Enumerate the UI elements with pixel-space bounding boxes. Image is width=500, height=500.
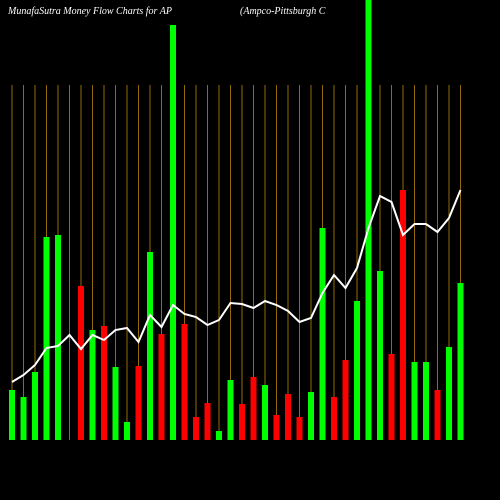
bar — [216, 431, 222, 440]
bar — [285, 394, 291, 440]
bar — [434, 390, 441, 440]
bar — [158, 334, 165, 440]
bar — [55, 235, 61, 440]
bar — [457, 283, 464, 440]
bar — [296, 417, 303, 440]
chart-subtitle: (Ampco-Pittsburgh C — [240, 6, 326, 17]
bar — [446, 347, 452, 440]
bar — [227, 380, 234, 440]
bar — [112, 367, 119, 440]
bar — [43, 237, 50, 440]
bar — [262, 385, 268, 440]
bar — [20, 397, 27, 440]
money-flow-line — [11, 189, 462, 383]
bar — [181, 324, 188, 440]
bar — [388, 354, 395, 440]
bar — [250, 377, 257, 440]
bar — [193, 417, 199, 440]
bar — [354, 301, 360, 440]
bar — [9, 390, 15, 440]
bar — [411, 362, 418, 440]
bar — [147, 252, 153, 440]
bar — [204, 403, 211, 440]
bar — [101, 326, 107, 440]
bar — [331, 397, 337, 440]
bar — [78, 286, 84, 440]
bar — [124, 422, 130, 440]
bar — [135, 366, 142, 440]
bar — [239, 404, 245, 440]
bar — [319, 228, 326, 440]
bar — [32, 372, 38, 440]
bar — [170, 25, 176, 440]
bar — [273, 415, 280, 440]
bar — [365, 0, 372, 440]
chart-title: MunafaSutra Money Flow Charts for AP — [7, 6, 172, 17]
bar — [400, 190, 406, 440]
bar — [423, 362, 429, 440]
bar — [342, 360, 349, 440]
bar — [308, 392, 314, 440]
bar — [377, 271, 383, 440]
bar — [89, 330, 96, 440]
